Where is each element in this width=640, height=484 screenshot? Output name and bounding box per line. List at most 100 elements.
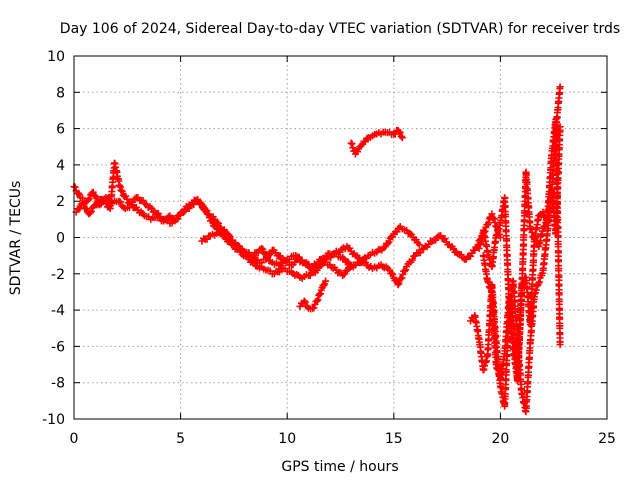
satellite-trace-e bbox=[296, 277, 330, 313]
data-point-trace bbox=[395, 279, 403, 287]
data-point-trace bbox=[86, 209, 94, 217]
data-point-trace bbox=[123, 195, 131, 203]
data-point bbox=[394, 281, 402, 289]
x-tick-label: 25 bbox=[598, 431, 616, 447]
data-point-trace bbox=[357, 142, 365, 150]
data-point bbox=[313, 297, 321, 305]
data-point-trace bbox=[310, 304, 318, 312]
data-point-trace bbox=[179, 208, 187, 216]
y-tick-label: 6 bbox=[56, 122, 65, 138]
data-point-trace bbox=[389, 270, 397, 278]
data-point-trace bbox=[484, 279, 492, 287]
y-tick-label: 4 bbox=[56, 158, 65, 174]
data-point-trace bbox=[314, 296, 322, 304]
y-axis-label: SDTVAR / TECUs bbox=[8, 181, 24, 296]
data-point-trace bbox=[84, 196, 92, 204]
y-tick-label: -2 bbox=[51, 267, 65, 283]
data-point-trace bbox=[388, 269, 396, 277]
x-tick-label: 0 bbox=[70, 431, 79, 447]
data-point-trace bbox=[340, 270, 348, 278]
satellite-trace-b bbox=[72, 159, 423, 282]
data-point-trace bbox=[171, 217, 179, 225]
data-point bbox=[556, 341, 564, 349]
data-point-trace bbox=[344, 258, 352, 266]
axis-tick-labels: 0 5 10 15 20 25 -10 -8 -6 -4 -2 0 2 4 6 8 10 bbox=[42, 49, 616, 447]
satellite-trace-h bbox=[475, 123, 564, 385]
data-point-trace bbox=[91, 192, 99, 200]
data-point-trace bbox=[209, 218, 217, 226]
x-tick-label: 5 bbox=[176, 431, 185, 447]
data-point bbox=[556, 83, 564, 91]
data-point-trace bbox=[401, 267, 409, 275]
data-point-trace bbox=[398, 274, 406, 282]
data-point-trace bbox=[71, 183, 79, 191]
data-point-trace bbox=[532, 286, 540, 294]
data-point bbox=[117, 186, 125, 194]
data-point bbox=[89, 188, 97, 196]
data-point-trace bbox=[74, 189, 82, 197]
x-tick-label: 20 bbox=[491, 431, 509, 447]
data-point bbox=[556, 123, 564, 131]
data-point-trace bbox=[196, 198, 204, 206]
data-point bbox=[258, 244, 266, 252]
data-point-trace bbox=[487, 284, 495, 292]
data-point-trace bbox=[215, 219, 223, 227]
data-point bbox=[415, 241, 423, 249]
data-point bbox=[300, 297, 308, 305]
y-tick-label: 10 bbox=[47, 49, 65, 65]
data-point-trace bbox=[197, 200, 205, 208]
data-point-trace bbox=[397, 132, 405, 140]
data-point bbox=[526, 224, 534, 232]
satellite-trace-d bbox=[347, 126, 406, 158]
data-point-trace bbox=[363, 135, 371, 143]
data-point-trace bbox=[348, 140, 356, 148]
data-point-trace bbox=[208, 217, 216, 225]
data-point-trace bbox=[259, 245, 267, 253]
satellite-trace-c bbox=[198, 210, 504, 289]
data-points bbox=[70, 83, 564, 416]
data-point-trace bbox=[528, 228, 536, 236]
data-point-trace bbox=[355, 254, 363, 262]
y-tick-label: 2 bbox=[56, 194, 65, 210]
data-point-trace bbox=[449, 245, 457, 253]
data-point-trace bbox=[314, 259, 322, 267]
data-point-trace bbox=[92, 193, 100, 201]
data-point-trace bbox=[391, 130, 399, 138]
data-point-trace bbox=[384, 240, 392, 248]
data-point-trace bbox=[83, 205, 91, 213]
data-point-trace bbox=[116, 198, 124, 206]
data-point-trace bbox=[85, 195, 93, 203]
y-tick-label: -8 bbox=[51, 376, 65, 392]
data-point-trace bbox=[316, 290, 324, 298]
data-point-trace bbox=[118, 187, 126, 195]
data-point-trace bbox=[408, 256, 416, 264]
data-point-trace bbox=[276, 252, 284, 260]
data-point-trace bbox=[441, 235, 449, 243]
data-point-trace bbox=[148, 204, 156, 212]
data-point bbox=[322, 277, 330, 285]
y-tick-label: 0 bbox=[56, 231, 65, 247]
data-point-trace bbox=[80, 200, 88, 208]
x-axis-label: GPS time / hours bbox=[281, 459, 398, 475]
data-point bbox=[398, 134, 406, 142]
data-point-trace bbox=[204, 210, 212, 218]
x-tick-label: 10 bbox=[278, 431, 296, 447]
y-tick-label: 8 bbox=[56, 85, 65, 101]
data-point-trace bbox=[264, 253, 272, 261]
data-point-trace bbox=[319, 260, 327, 268]
y-tick-label: -10 bbox=[42, 412, 65, 428]
plot-frame bbox=[73, 55, 608, 420]
chart-title: Day 106 of 2024, Sidereal Day-to-day VTE… bbox=[60, 21, 620, 37]
data-point bbox=[539, 208, 547, 216]
data-point-trace bbox=[402, 266, 410, 274]
data-point-trace bbox=[343, 257, 351, 265]
data-point-trace bbox=[172, 215, 180, 223]
data-point-trace bbox=[301, 298, 309, 306]
data-point-trace bbox=[484, 219, 492, 227]
data-point-trace bbox=[75, 205, 83, 213]
data-point-trace bbox=[250, 258, 258, 266]
data-point-trace bbox=[396, 129, 404, 137]
data-point-trace bbox=[87, 207, 95, 215]
